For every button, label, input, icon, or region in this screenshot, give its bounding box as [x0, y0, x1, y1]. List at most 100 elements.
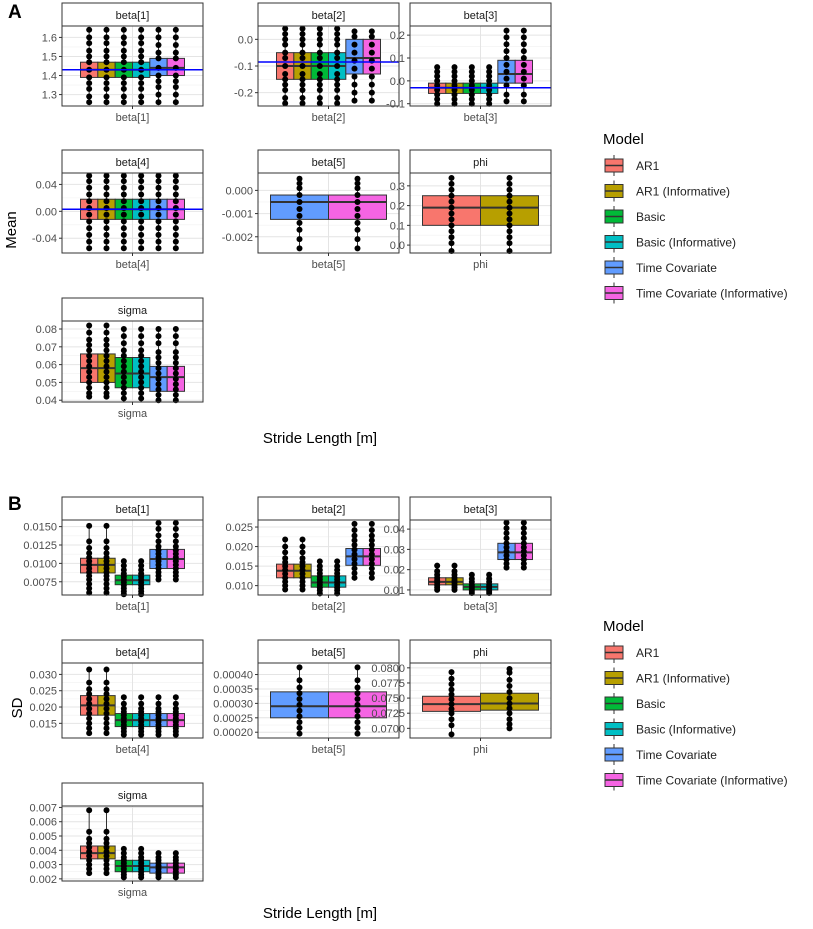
data-point [351, 565, 358, 572]
data-point [354, 696, 361, 703]
y-tick-label: 0.004 [29, 845, 57, 857]
data-point [354, 724, 361, 731]
data-point [103, 379, 110, 386]
data-point [155, 854, 162, 861]
data-point [282, 63, 289, 69]
data-point [103, 358, 110, 365]
data-point [138, 80, 145, 87]
box-ar1-informative- [445, 562, 464, 593]
legend-item: AR1 [604, 642, 660, 663]
data-point [296, 180, 303, 187]
data-point [172, 245, 179, 252]
data-point [486, 73, 493, 80]
data-point [103, 705, 110, 712]
data-point [172, 850, 179, 857]
data-point [155, 83, 162, 90]
data-point [103, 690, 110, 697]
data-point [172, 83, 179, 90]
data-point [120, 395, 127, 402]
box-basic [310, 25, 329, 107]
data-point [138, 172, 145, 179]
data-point [155, 245, 162, 252]
data-point [138, 238, 145, 245]
y-tick-label: 0.2 [390, 30, 405, 42]
data-point [155, 42, 162, 49]
data-point [86, 342, 93, 349]
data-point [368, 542, 375, 548]
data-point [299, 87, 306, 93]
data-point [368, 537, 375, 544]
y-tick-label: 0.000 [225, 185, 253, 197]
y-tick-label: 0.0800 [371, 663, 405, 675]
data-point [86, 74, 93, 81]
data-point [448, 686, 455, 693]
data-point [120, 326, 127, 333]
data-point [138, 178, 145, 185]
data-point [351, 73, 358, 80]
data-point [282, 49, 289, 56]
data-point [299, 36, 306, 43]
data-point [354, 198, 361, 205]
data-point [296, 185, 303, 192]
data-point [468, 91, 475, 98]
data-point [120, 390, 127, 397]
data-point [120, 80, 127, 87]
x-tick-label: phi [473, 259, 488, 271]
data-point [334, 81, 341, 88]
data-point [486, 82, 493, 89]
data-point [351, 89, 358, 96]
data-point [448, 710, 455, 717]
data-point [351, 527, 358, 534]
data-point [448, 222, 455, 229]
data-point [86, 710, 93, 717]
data-point [503, 525, 510, 532]
data-point [86, 218, 93, 225]
data-point [506, 666, 513, 673]
data-point [120, 567, 127, 573]
data-point [86, 363, 93, 370]
data-point [103, 686, 110, 693]
data-point [448, 731, 455, 738]
data-point [103, 322, 110, 329]
data-point [103, 363, 110, 370]
data-point [448, 228, 455, 235]
data-point [120, 191, 127, 198]
data-point [448, 234, 455, 241]
data-point [368, 532, 375, 539]
data-point [103, 865, 110, 872]
data-point [120, 384, 127, 391]
data-point [506, 721, 513, 728]
data-point [103, 347, 110, 354]
data-point [138, 198, 145, 205]
data-point [486, 96, 493, 103]
data-point [103, 352, 110, 359]
data-point [299, 41, 306, 48]
data-point [103, 26, 110, 33]
y-tick-label: 0.002 [29, 874, 57, 886]
data-point [103, 857, 110, 864]
data-point [368, 81, 375, 88]
data-point [86, 40, 93, 47]
data-point [103, 715, 110, 722]
legend-item: Basic [604, 693, 665, 714]
data-point [451, 562, 458, 569]
data-point [155, 519, 162, 526]
data-point [282, 76, 289, 83]
data-point [351, 57, 358, 64]
data-point [103, 99, 110, 106]
data-point [138, 34, 145, 41]
box-ar1-informative- [97, 666, 116, 737]
data-point [299, 71, 306, 77]
data-point [103, 184, 110, 191]
y-tick-label: 0.010 [225, 581, 253, 593]
data-point [120, 218, 127, 225]
data-point [86, 857, 93, 864]
facet-beta3: beta[3] -0.1 0.0 0.1 0.2 beta[3] [386, 2, 552, 124]
data-point [103, 59, 110, 66]
data-point [155, 49, 162, 56]
data-point [86, 336, 93, 343]
data-point [138, 705, 145, 712]
x-tick-label: beta[2] [312, 601, 346, 613]
y-tick-label: 0.05 [36, 377, 57, 389]
data-point [506, 204, 513, 211]
